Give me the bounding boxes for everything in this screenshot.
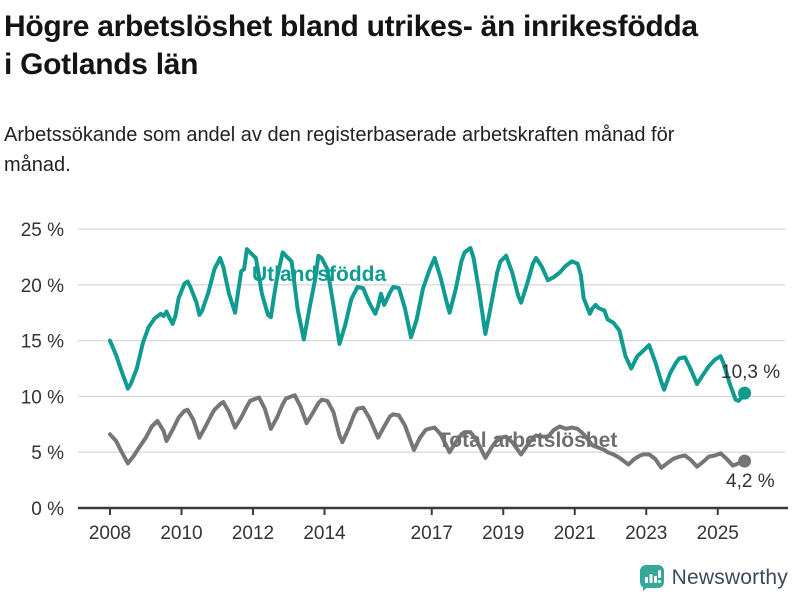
y-axis-labels: 0 % 5 % 10 % 15 % 20 % 25 % (21, 220, 64, 520)
y-axis-label: 20 % (21, 276, 64, 297)
newsworthy-logo-icon (639, 565, 664, 591)
gridlines (78, 228, 785, 453)
exclamation-dot (657, 580, 661, 583)
data-series (108, 246, 752, 470)
series-line-utlandsfodda (108, 246, 747, 403)
exclamation-bar (657, 570, 661, 578)
end-value-label-utlandsfodda: 10,3 % (721, 362, 780, 383)
x-axis-label: 2012 (232, 523, 274, 544)
y-axis-label: 25 % (21, 220, 64, 241)
speech-bubble-tail (642, 584, 651, 591)
y-axis-label: 15 % (21, 332, 64, 353)
series-line-total (108, 393, 747, 470)
page-title: Högre arbetslöshet bland utrikes- än inr… (4, 10, 698, 81)
x-axis-label: 2019 (482, 523, 524, 544)
end-value-label-total: 4,2 % (726, 471, 775, 492)
x-axis-label: 2023 (625, 523, 667, 544)
series-label-utlandsfodda: Utlandsfödda (252, 263, 386, 286)
page-subtitle: Arbetssökande som andel av den registerb… (4, 124, 675, 176)
x-axis-label: 2025 (697, 523, 739, 544)
series-label-total: Total arbetslöshet (438, 429, 617, 452)
newsworthy-logo-text: Newsworthy (671, 566, 788, 589)
x-axis-labels: 2008 2010 2012 2014 2017 2019 2021 2023 2025 (89, 523, 739, 544)
newsworthy-logo: Newsworthy (639, 564, 788, 592)
series-end-dot-total (738, 454, 752, 468)
y-axis-label: 5 % (31, 443, 64, 464)
x-axis (78, 506, 788, 515)
x-axis-label: 2021 (554, 523, 596, 544)
x-axis-label: 2014 (303, 523, 346, 544)
series-end-dot-utlandsfodda (738, 386, 752, 400)
y-axis-label: 0 % (31, 499, 64, 520)
x-axis-label: 2017 (411, 523, 453, 544)
x-axis-label: 2010 (160, 523, 202, 544)
y-axis-label: 10 % (21, 387, 64, 408)
x-axis-label: 2008 (89, 523, 131, 544)
